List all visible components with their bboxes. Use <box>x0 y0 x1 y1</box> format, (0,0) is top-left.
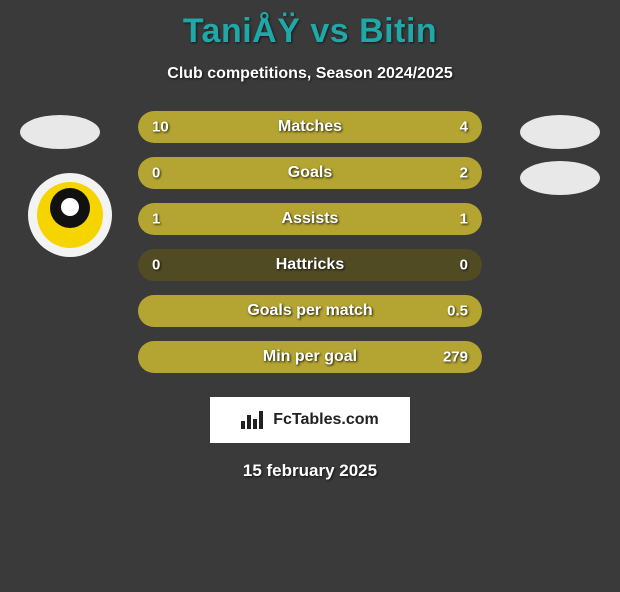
brand-logo: FcTables.com <box>210 397 410 443</box>
stat-row: Min per goal279 <box>138 341 482 373</box>
stat-label: Hattricks <box>138 256 482 274</box>
chart-icon <box>241 411 265 429</box>
club-badge-left <box>28 173 112 257</box>
stat-row: Goals per match0.5 <box>138 295 482 327</box>
stat-label: Min per goal <box>138 348 482 366</box>
player-left-badge <box>20 115 100 149</box>
comparison-chart: 10Matches40Goals21Assists10Hattricks0Goa… <box>0 111 620 391</box>
stat-value-right: 279 <box>443 349 468 366</box>
page-title: TaniÅŸ vs Bitin <box>0 12 620 51</box>
subtitle: Club competitions, Season 2024/2025 <box>0 65 620 83</box>
player-right-badge-2 <box>520 161 600 195</box>
stat-value-right: 1 <box>460 211 468 228</box>
brand-text: FcTables.com <box>273 411 379 429</box>
stat-value-right: 0.5 <box>447 303 468 320</box>
stat-label: Goals per match <box>138 302 482 320</box>
stat-value-right: 4 <box>460 119 468 136</box>
stat-label: Matches <box>138 118 482 136</box>
stat-row: 10Matches4 <box>138 111 482 143</box>
stat-row: 0Hattricks0 <box>138 249 482 281</box>
player-right-badge <box>520 115 600 149</box>
stat-label: Assists <box>138 210 482 228</box>
date-label: 15 february 2025 <box>0 461 620 481</box>
stat-row: 0Goals2 <box>138 157 482 189</box>
stat-value-right: 0 <box>460 257 468 274</box>
stat-value-right: 2 <box>460 165 468 182</box>
stat-label: Goals <box>138 164 482 182</box>
stat-row: 1Assists1 <box>138 203 482 235</box>
stat-bars-container: 10Matches40Goals21Assists10Hattricks0Goa… <box>138 111 482 387</box>
malatya-crest-icon <box>37 182 103 248</box>
